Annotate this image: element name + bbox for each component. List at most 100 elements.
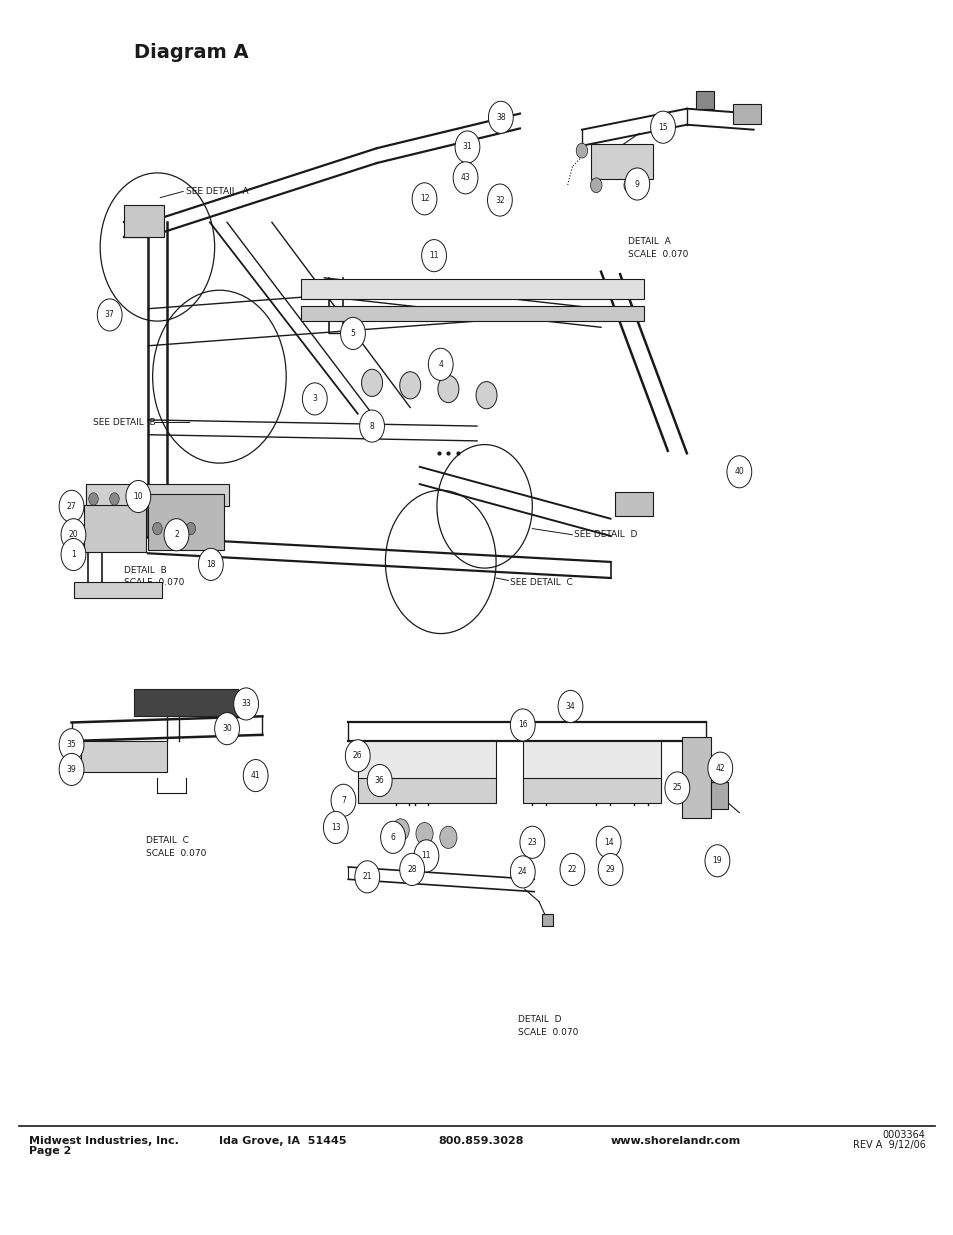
Circle shape <box>233 688 258 720</box>
Text: 12: 12 <box>419 194 429 204</box>
Circle shape <box>558 690 582 722</box>
Text: 15: 15 <box>658 122 667 132</box>
Bar <box>681 737 710 818</box>
Circle shape <box>345 740 370 772</box>
Circle shape <box>331 784 355 816</box>
Text: 20: 20 <box>69 530 78 540</box>
Text: 2: 2 <box>174 530 178 540</box>
Text: 36: 36 <box>375 776 384 785</box>
Circle shape <box>455 131 479 163</box>
Bar <box>133 689 238 716</box>
Circle shape <box>59 753 84 785</box>
Circle shape <box>439 826 456 848</box>
Circle shape <box>361 369 382 396</box>
Bar <box>357 776 496 803</box>
Text: 42: 42 <box>715 763 724 773</box>
Circle shape <box>61 519 86 551</box>
Text: SEE DETAIL  B: SEE DETAIL B <box>93 417 156 427</box>
Bar <box>124 205 164 237</box>
Circle shape <box>214 713 239 745</box>
Text: 6: 6 <box>390 832 395 842</box>
Circle shape <box>664 772 689 804</box>
Circle shape <box>488 101 513 133</box>
Text: DETAIL  D
SCALE  0.070: DETAIL D SCALE 0.070 <box>517 1015 578 1036</box>
Text: 11: 11 <box>429 251 438 261</box>
Circle shape <box>126 480 151 513</box>
Text: DETAIL  A
SCALE  0.070: DETAIL A SCALE 0.070 <box>627 237 687 258</box>
Bar <box>81 741 167 772</box>
Circle shape <box>198 548 223 580</box>
Text: 10: 10 <box>133 492 143 501</box>
Bar <box>732 104 760 124</box>
Text: 29: 29 <box>605 864 615 874</box>
Text: 4: 4 <box>437 359 443 369</box>
Circle shape <box>359 410 384 442</box>
Text: 9: 9 <box>634 179 639 189</box>
Circle shape <box>510 709 535 741</box>
Circle shape <box>453 162 477 194</box>
Bar <box>74 582 162 598</box>
Bar <box>696 91 713 109</box>
Circle shape <box>340 317 365 350</box>
Text: 37: 37 <box>105 310 114 320</box>
Bar <box>357 741 496 778</box>
Text: 800.859.3028: 800.859.3028 <box>438 1136 524 1146</box>
Text: Midwest Industries, Inc.: Midwest Industries, Inc. <box>29 1136 178 1146</box>
Text: 19: 19 <box>712 856 721 866</box>
Circle shape <box>355 861 379 893</box>
Text: 27: 27 <box>67 501 76 511</box>
Text: REV A  9/12/06: REV A 9/12/06 <box>852 1140 924 1150</box>
Text: 34: 34 <box>565 701 575 711</box>
Bar <box>541 914 553 926</box>
Text: DETAIL  C
SCALE  0.070: DETAIL C SCALE 0.070 <box>146 836 206 857</box>
Text: 40: 40 <box>734 467 743 477</box>
Text: Ida Grove, IA  51445: Ida Grove, IA 51445 <box>219 1136 347 1146</box>
Circle shape <box>110 493 119 505</box>
Text: 24: 24 <box>517 867 527 877</box>
Text: SEE DETAIL  D: SEE DETAIL D <box>574 530 637 540</box>
Text: 18: 18 <box>206 559 215 569</box>
Circle shape <box>89 493 98 505</box>
Circle shape <box>412 183 436 215</box>
Text: 33: 33 <box>241 699 251 709</box>
Circle shape <box>476 382 497 409</box>
Circle shape <box>61 538 86 571</box>
Text: 35: 35 <box>67 740 76 750</box>
Bar <box>300 279 643 299</box>
Circle shape <box>164 519 189 551</box>
Circle shape <box>704 845 729 877</box>
Text: Page 2: Page 2 <box>29 1146 71 1156</box>
Text: 5: 5 <box>350 329 355 338</box>
Text: 26: 26 <box>353 751 362 761</box>
Circle shape <box>186 522 195 535</box>
Text: 16: 16 <box>517 720 527 730</box>
Text: DETAIL  B
SCALE  0.070: DETAIL B SCALE 0.070 <box>124 566 184 587</box>
Circle shape <box>416 823 433 845</box>
Text: 3: 3 <box>312 394 317 404</box>
Text: 11: 11 <box>421 851 431 861</box>
Circle shape <box>380 821 405 853</box>
Circle shape <box>623 178 635 193</box>
Circle shape <box>399 853 424 885</box>
Text: 13: 13 <box>331 823 340 832</box>
Text: 23: 23 <box>527 837 537 847</box>
Circle shape <box>487 184 512 216</box>
Circle shape <box>559 853 584 885</box>
Circle shape <box>707 752 732 784</box>
Text: 39: 39 <box>67 764 76 774</box>
Circle shape <box>392 819 409 841</box>
Text: 31: 31 <box>462 142 472 152</box>
Circle shape <box>243 760 268 792</box>
Circle shape <box>421 240 446 272</box>
Circle shape <box>97 299 122 331</box>
Text: 21: 21 <box>362 872 372 882</box>
Circle shape <box>576 143 587 158</box>
Circle shape <box>437 375 458 403</box>
Circle shape <box>414 840 438 872</box>
Text: 30: 30 <box>222 724 232 734</box>
Circle shape <box>598 853 622 885</box>
Circle shape <box>624 168 649 200</box>
Circle shape <box>152 522 162 535</box>
Text: Diagram A: Diagram A <box>133 43 248 62</box>
Text: 25: 25 <box>672 783 681 793</box>
